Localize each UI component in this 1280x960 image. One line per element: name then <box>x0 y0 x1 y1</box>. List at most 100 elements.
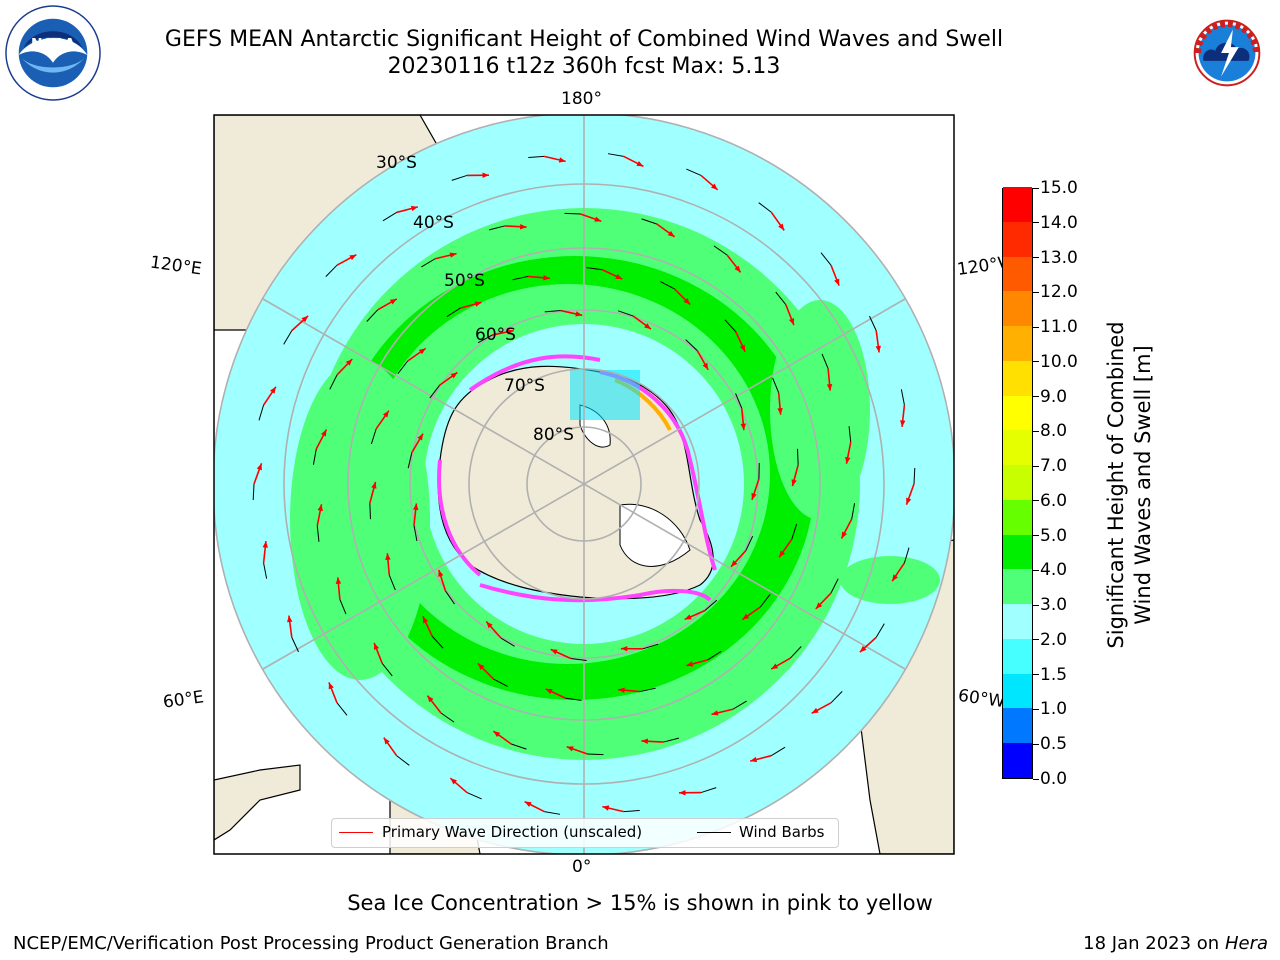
wave-arrow-head <box>373 642 380 650</box>
wave-arrow-head <box>667 230 675 237</box>
wave-arrow-head <box>450 778 457 785</box>
colorbar-tick-label: 1.0 <box>1040 699 1068 720</box>
wave-arrow-head <box>834 278 840 286</box>
sea-ice-caption: Sea Ice Concentration > 15% is shown in … <box>347 891 933 915</box>
wave-arrow-head <box>684 614 692 620</box>
wave-arrow-head <box>620 645 628 652</box>
wave-arrow-head <box>791 479 797 487</box>
wave-arrow-head <box>900 420 906 427</box>
wind-barb <box>397 360 409 374</box>
wave-arrow-head <box>644 323 651 330</box>
wind-barb <box>570 658 587 662</box>
wind-barb <box>713 245 728 256</box>
wind-barb <box>791 523 798 540</box>
wave-arrow-head <box>477 663 485 670</box>
wind-barb <box>382 211 397 222</box>
chart-subtitle: 20230116 t12z 360h fcst Max: 5.13 <box>387 54 781 79</box>
wind-barb <box>663 737 680 743</box>
nws-logo-icon <box>1179 5 1275 101</box>
colorbar-tick-label: 15.0 <box>1040 178 1078 198</box>
colorbar-tickmark <box>1033 604 1039 606</box>
wind-barb <box>329 374 338 390</box>
wind-barb <box>789 646 802 659</box>
colorbar-tick-label: 0.0 <box>1040 769 1068 789</box>
wind-barb <box>370 428 377 445</box>
colorbar-tick-label: 4.0 <box>1040 560 1068 581</box>
wind-barb <box>851 503 856 520</box>
wind-barb <box>704 599 718 611</box>
wind-barb <box>641 218 657 225</box>
wave-arrow-head <box>256 463 262 471</box>
wave-arrow-head <box>345 359 353 366</box>
colorbar-label-line2: Wind Waves and Swell [m] <box>1131 345 1155 625</box>
legend-wind-barbs-swatch <box>697 832 731 833</box>
wind-barb <box>291 637 299 653</box>
wave-arrow-head <box>815 602 823 609</box>
wave-arrow-head <box>845 456 851 464</box>
wave-direction-arrows <box>252 153 916 815</box>
wind-barb <box>339 599 347 615</box>
wind-barb <box>642 643 659 650</box>
wind-barb <box>544 310 561 313</box>
wave-arrow-head <box>686 661 694 667</box>
wind-barb <box>830 578 839 594</box>
wind-barb <box>759 594 771 608</box>
wind-barb <box>488 225 505 231</box>
wind-barb <box>758 202 772 213</box>
legend-wave-direction-swatch <box>339 832 373 833</box>
wind-barb <box>565 697 582 701</box>
wave-arrow-head <box>412 503 419 511</box>
wind-barb <box>466 792 482 800</box>
map-legend: Primary Wave Direction (unscaled) Wind B… <box>331 818 839 848</box>
colorbar-segment <box>1003 568 1032 605</box>
wind-barb <box>396 755 410 766</box>
wave-arrow-head <box>328 682 334 690</box>
wave-arrow-head <box>449 252 457 258</box>
wind-barb <box>413 525 418 542</box>
colorbar <box>1002 186 1033 779</box>
wave-arrow-head <box>389 298 397 305</box>
noaa-logo-icon: NOAA <box>5 5 101 101</box>
wind-barb <box>913 467 916 485</box>
wave-arrow-head <box>543 275 550 281</box>
wave-arrow-head <box>566 746 574 752</box>
wave-arrow-head <box>450 372 458 379</box>
wind-barb <box>623 809 640 813</box>
wave-arrow-head <box>618 687 625 693</box>
wind-barb <box>381 663 393 677</box>
colorbar-segment <box>1003 290 1032 327</box>
wave-arrow-head <box>711 183 718 190</box>
wave-arrow-head <box>474 301 482 307</box>
wave-arrow-head <box>679 790 686 796</box>
lon-label-180: 180° <box>561 89 602 109</box>
wind-barb <box>477 334 493 344</box>
colorbar-tick-label: 11.0 <box>1040 317 1078 338</box>
colorbar-segment <box>1003 638 1032 674</box>
wave-arrow-head <box>493 731 501 738</box>
footer-credit: NCEP/EMC/Verification Post Processing Pr… <box>13 933 609 954</box>
wind-barb <box>512 275 529 281</box>
wave-arrow-head <box>417 433 423 441</box>
wave-arrow-head <box>317 504 323 512</box>
wave-arrow-head <box>383 737 390 745</box>
wind-barb <box>745 535 754 551</box>
colorbar-tickmark <box>1033 674 1039 676</box>
lat-label-40s: 40°S <box>413 213 454 233</box>
colorbar-tickmark <box>1033 257 1039 259</box>
wave-arrow-head <box>641 738 648 744</box>
wind-barb <box>493 678 508 687</box>
wind-barb <box>263 562 268 579</box>
wind-barb <box>869 315 877 331</box>
wind-barb <box>544 811 561 815</box>
colorbar-tickmark <box>1033 535 1039 537</box>
colorbar-tickmark <box>1033 430 1039 432</box>
wave-arrow-head <box>486 621 493 629</box>
wave-arrow-head <box>841 531 847 539</box>
wind-barb <box>617 310 634 317</box>
wave-arrow-head <box>615 273 623 280</box>
colorbar-segment <box>1003 708 1032 744</box>
colorbar-tick-label: 2.0 <box>1040 629 1068 650</box>
wave-arrow-head <box>418 348 426 355</box>
wave-arrow-head <box>558 157 566 163</box>
wind-barb <box>685 339 698 351</box>
